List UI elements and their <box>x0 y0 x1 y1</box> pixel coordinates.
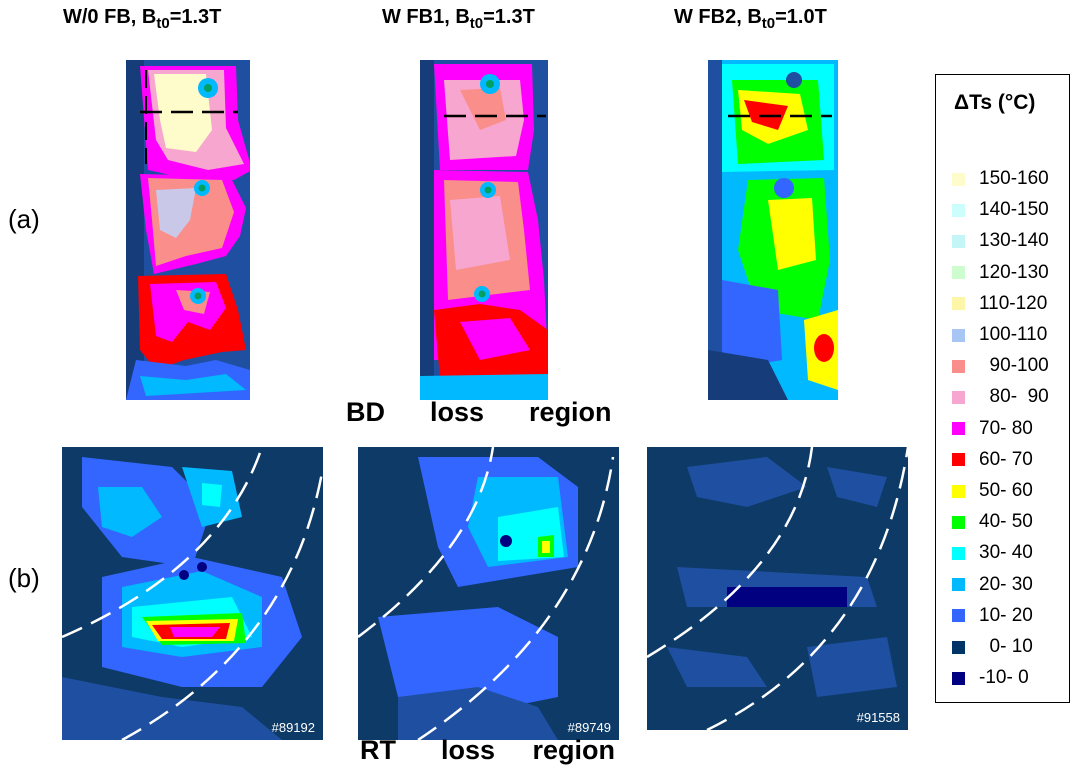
legend-item: 0- 10 <box>952 636 1033 658</box>
legend-label: 140-150 <box>979 199 1049 221</box>
legend-item: 30- 40 <box>952 542 1033 564</box>
legend-label: 60- 70 <box>979 448 1033 470</box>
legend-item: 90-100 <box>952 355 1049 377</box>
legend-item: 50- 60 <box>952 480 1033 502</box>
legend-swatch <box>952 515 965 529</box>
title-w-fb2: W FB2, Bt0=1.0T <box>674 6 827 32</box>
legend-swatch <box>952 484 965 498</box>
legend-label: 150-160 <box>979 168 1049 189</box>
legend-label: 70- 80 <box>979 417 1033 439</box>
legend-item: 100-110 <box>952 324 1047 346</box>
rt-loss-region-label: RT loss region <box>360 735 616 765</box>
ir-image-bd-w-fb2 <box>708 60 838 400</box>
legend-label: 110-120 <box>979 292 1048 314</box>
ir-image-rt-w-fb1: #89749 <box>358 447 619 740</box>
legend-item: 80- 90 <box>952 386 1049 408</box>
shot-number: #91558 <box>856 710 900 725</box>
legend-swatch <box>952 390 965 404</box>
legend-item: 120-130 <box>952 262 1049 284</box>
legend-swatch <box>952 453 965 467</box>
legend-label: 90-100 <box>979 355 1049 377</box>
legend-swatch <box>952 640 965 654</box>
legend-label: 20- 30 <box>979 573 1033 595</box>
legend-item: 130-140 <box>952 230 1049 252</box>
title-w-fb1: W FB1, Bt0=1.3T <box>382 6 535 32</box>
legend-label: 30- 40 <box>979 542 1033 564</box>
legend-swatch <box>952 609 965 623</box>
legend-swatch <box>952 266 965 280</box>
ir-image-rt-wo-fb: #89192 <box>62 447 323 740</box>
legend-item: 70- 80 <box>952 418 1033 440</box>
legend-swatch <box>952 203 965 217</box>
legend-item: 60- 70 <box>952 449 1033 471</box>
legend-swatch <box>952 359 965 373</box>
legend-item: 110-120 <box>952 293 1047 315</box>
ir-image-bd-wo-fb <box>126 60 250 400</box>
temperature-legend: ΔTs (°C) 150-160 140-150 130-140 120-130 110… <box>935 74 1070 703</box>
legend-item: -10- 0 <box>952 667 1029 689</box>
legend-title: ΔTs (°C) <box>954 91 1036 114</box>
legend-label: 0- 10 <box>979 636 1033 657</box>
legend-swatch <box>952 578 965 592</box>
legend-label: 50- 60 <box>979 480 1033 501</box>
legend-label: 120-130 <box>979 261 1049 283</box>
legend-item: 10- 20 <box>952 605 1033 627</box>
legend-swatch <box>952 671 965 685</box>
legend-item: 150-160 <box>952 168 1049 190</box>
legend-label: -10- 0 <box>979 667 1029 689</box>
ir-image-rt-w-fb2: #91558 <box>647 447 908 730</box>
legend-label: 10- 20 <box>979 604 1033 626</box>
bd-loss-region-label: BD loss region <box>346 397 612 427</box>
legend-swatch <box>952 546 965 560</box>
legend-label: 40- 50 <box>979 511 1033 533</box>
title-wo-fb: W/0 FB, Bt0=1.3T <box>63 6 222 32</box>
legend-swatch <box>952 422 965 436</box>
legend-label: 130-140 <box>979 230 1049 252</box>
legend-label: 80- 90 <box>979 386 1049 408</box>
legend-swatch <box>952 234 965 248</box>
legend-item: 40- 50 <box>952 511 1033 533</box>
legend-swatch <box>952 172 965 186</box>
legend-item: 140-150 <box>952 199 1049 221</box>
legend-label: 100-110 <box>979 324 1048 345</box>
ir-image-bd-w-fb1 <box>420 60 548 400</box>
row-label-a: (a) <box>8 204 40 234</box>
shot-number: #89749 <box>567 720 611 735</box>
row-label-b: (b) <box>8 563 40 593</box>
legend-item: 20- 30 <box>952 574 1033 596</box>
legend-swatch <box>952 328 965 342</box>
shot-number: #89192 <box>271 720 315 735</box>
legend-swatch <box>952 297 965 311</box>
